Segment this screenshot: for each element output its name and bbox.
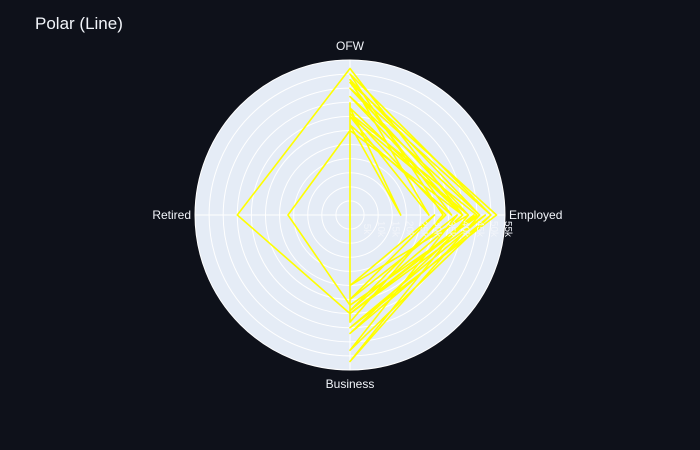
series-line <box>236 67 498 363</box>
category-label-business: Business <box>326 377 375 391</box>
radial-tick-labels: 5k 10k 15k 20k 25k 30k 35k 40k 45k 50k 55k <box>361 221 513 238</box>
chart-title: Polar (Line) <box>35 14 123 33</box>
radial-tick-label: 50k <box>488 221 499 238</box>
category-label-ofw: OFW <box>336 39 365 53</box>
category-label-retired: Retired <box>152 208 191 222</box>
radial-tick-label: 35k <box>446 221 457 238</box>
category-labels: Employed OFW Retired Business <box>152 39 562 391</box>
series-path <box>236 67 498 363</box>
radial-tick-label: 5k <box>361 224 372 236</box>
radial-tick-label: 45k <box>474 221 485 238</box>
radial-tick-label: 10k <box>375 221 386 238</box>
radial-tick-label: 30k <box>432 221 443 238</box>
radial-tick-label: 20k <box>403 221 414 238</box>
radial-tick-label: 40k <box>460 221 471 238</box>
radial-tick-label: 15k <box>389 221 400 238</box>
category-label-employed: Employed <box>509 208 562 222</box>
radial-tick-label: 25k <box>417 221 428 238</box>
radial-tick-label: 55k <box>502 221 513 238</box>
